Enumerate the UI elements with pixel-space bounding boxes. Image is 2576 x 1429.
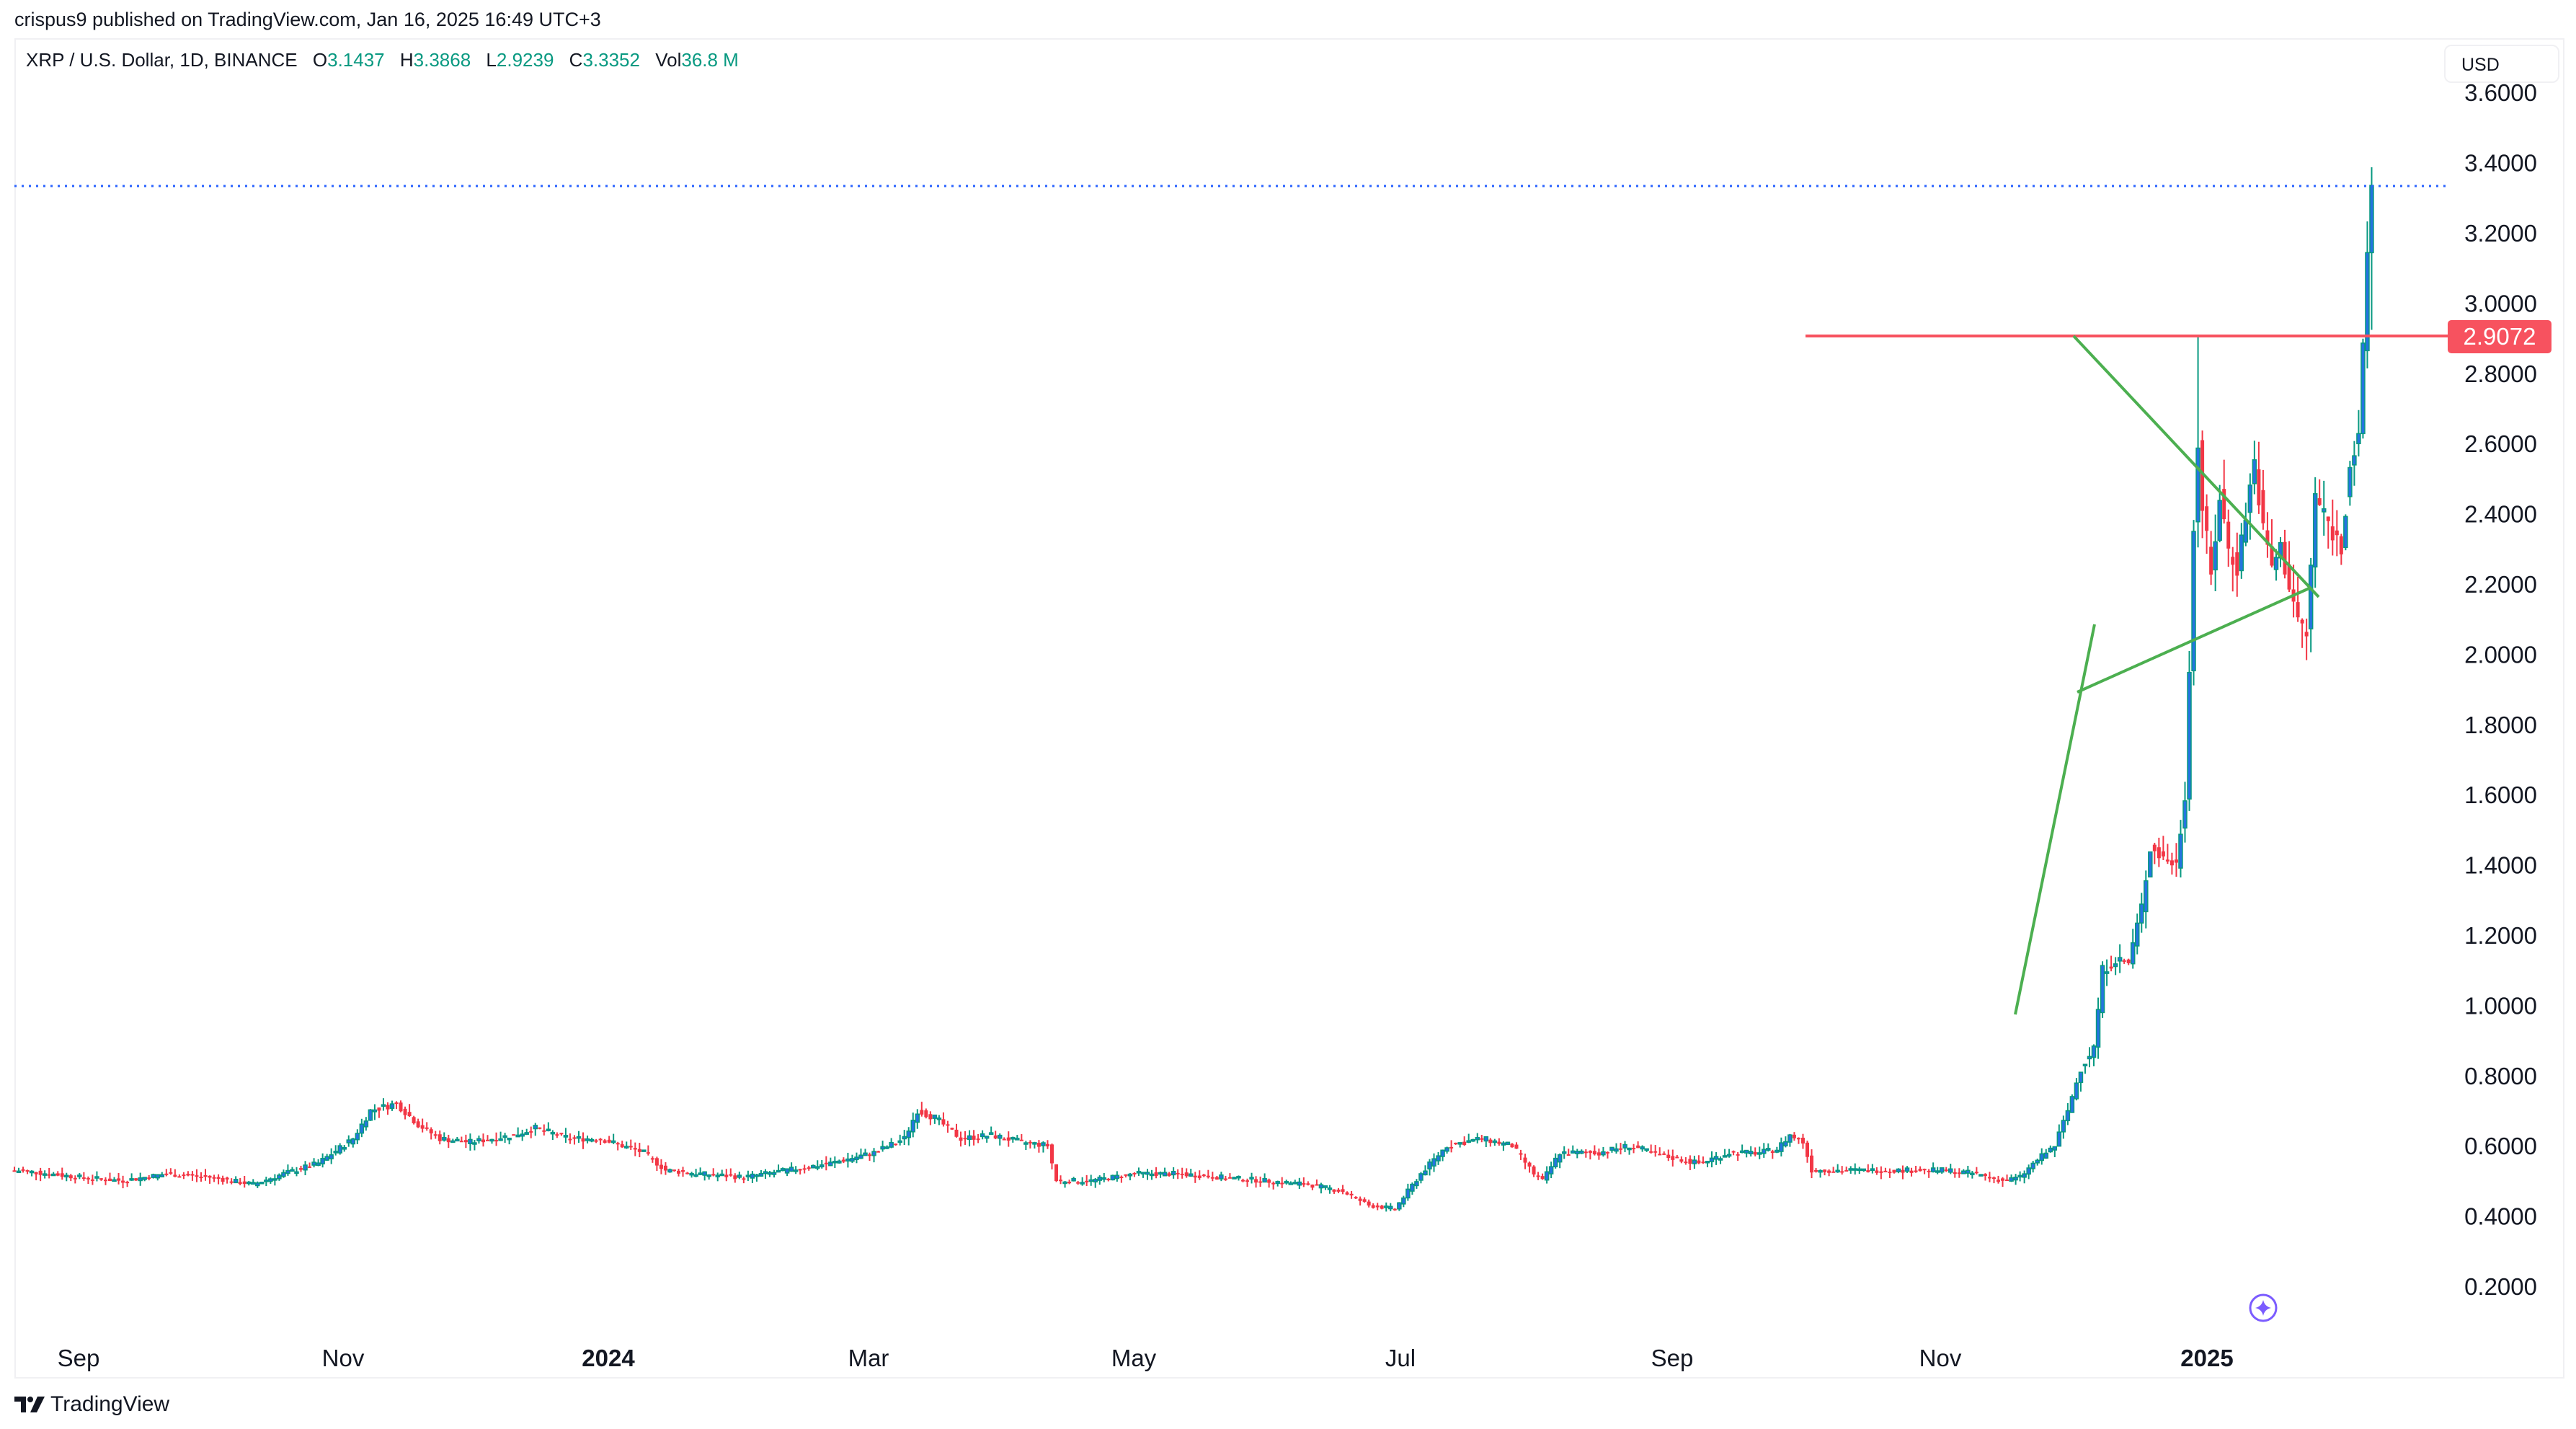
open-label: O <box>312 49 328 71</box>
time-tick: Sep <box>58 1345 100 1371</box>
price-tick: 2.8000 <box>2464 360 2537 387</box>
price-tick: 3.2000 <box>2464 220 2537 247</box>
candlestick-series <box>12 167 2374 1212</box>
low-value: 2.9239 <box>496 49 554 71</box>
time-tick: May <box>1111 1345 1157 1371</box>
triangle-lower-trendline[interactable] <box>2077 586 2311 694</box>
low-label: L <box>486 49 497 71</box>
chart-frame <box>14 38 2564 1379</box>
tradingview-logo[interactable]: TradingView <box>14 1390 169 1419</box>
volume-value: 36.8 M <box>681 49 739 71</box>
price-tick: 2.2000 <box>2464 571 2537 598</box>
high-value: 3.3868 <box>413 49 471 71</box>
close-label: C <box>569 49 583 71</box>
time-tick: 2024 <box>582 1345 635 1371</box>
price-tick: 3.4000 <box>2464 150 2537 177</box>
time-tick: Nov <box>322 1345 365 1371</box>
price-tick: 1.8000 <box>2464 712 2537 738</box>
resistance-price-label: 2.9072 <box>2448 320 2551 353</box>
time-tick: 2025 <box>2180 1345 2233 1371</box>
price-tick: 0.6000 <box>2464 1133 2537 1159</box>
symbol-legend: XRP / U.S. Dollar, 1D, BINANCE O3.1437 H… <box>26 49 739 71</box>
triangle-upper-trendline[interactable] <box>2072 335 2320 598</box>
price-tick: 1.0000 <box>2464 992 2537 1019</box>
tradingview-logo-text: TradingView <box>50 1392 170 1416</box>
high-label: H <box>399 49 414 71</box>
symbol-title[interactable]: XRP / U.S. Dollar, 1D, BINANCE <box>26 49 298 71</box>
price-tick: 2.0000 <box>2464 641 2537 668</box>
price-tick: 1.6000 <box>2464 782 2537 808</box>
price-tick: 0.4000 <box>2464 1203 2537 1230</box>
currency-button[interactable]: USD <box>2444 45 2559 83</box>
time-axis-ticks[interactable]: Sep Nov 2024 Mar May Jul Sep Nov 2025 <box>58 1345 2234 1371</box>
price-tick: 3.0000 <box>2464 290 2537 317</box>
time-tick: Mar <box>848 1345 889 1371</box>
price-axis-ticks[interactable]: 3.6000 3.4000 3.2000 3.0000 2.8000 2.6000 2.40… <box>2464 79 2537 1300</box>
price-tick: 1.2000 <box>2464 922 2537 949</box>
volume-label: Vol <box>655 49 682 71</box>
flagpole-trendline[interactable] <box>2014 624 2096 1015</box>
time-tick: Nov <box>1919 1345 1962 1371</box>
time-tick: Jul <box>1385 1345 1416 1371</box>
price-tick: 2.6000 <box>2464 430 2537 457</box>
published-info: crispus9 published on TradingView.com, J… <box>14 9 601 30</box>
price-tick: 2.4000 <box>2464 501 2537 528</box>
close-value: 3.3352 <box>582 49 640 71</box>
price-tick: 0.2000 <box>2464 1273 2537 1300</box>
price-tick: 0.8000 <box>2464 1063 2537 1089</box>
open-value: 3.1437 <box>327 49 385 71</box>
time-tick: Sep <box>1651 1345 1694 1371</box>
tradingview-logo-icon <box>14 1397 45 1412</box>
price-tick: 1.4000 <box>2464 852 2537 879</box>
assistant-icon[interactable] <box>2249 1293 2278 1322</box>
price-tick: 3.6000 <box>2464 79 2537 106</box>
